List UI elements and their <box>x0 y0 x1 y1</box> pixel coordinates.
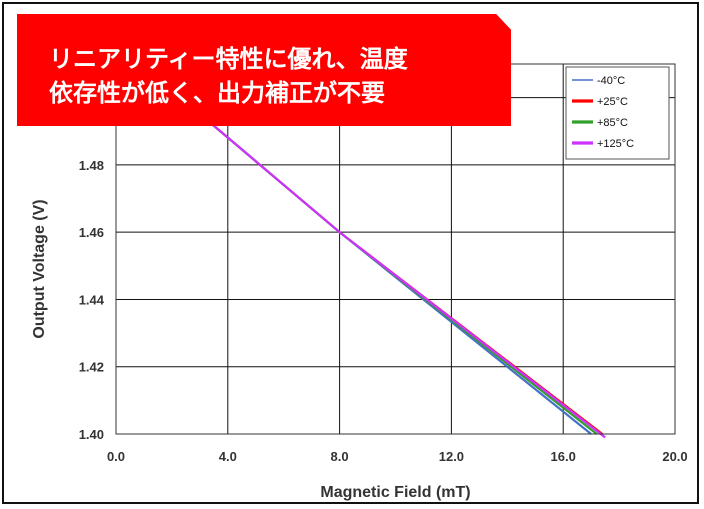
x-tick-label: 12.0 <box>439 449 464 464</box>
feature-banner: リニアリティー特性に優れ、温度 依存性が低く、出力補正が不要 <box>17 14 511 126</box>
series-lines <box>159 79 606 439</box>
y-tick-label: 1.48 <box>79 158 104 173</box>
banner-line-2: 依存性が低く、出力補正が不要 <box>49 79 385 107</box>
series-line-1 <box>159 79 603 435</box>
y-tick-label: 1.46 <box>79 225 104 240</box>
y-tick-label: 1.42 <box>79 360 104 375</box>
legend: -40°C +25°C +85°C +125°C <box>565 66 670 160</box>
series-line-0 <box>159 79 592 435</box>
x-tick-label: 0.0 <box>107 449 125 464</box>
y-tick-label: 1.40 <box>79 427 104 442</box>
legend-label: -40°C <box>597 75 625 87</box>
banner-line-1: リニアリティー特性に優れ、温度 <box>49 45 408 73</box>
x-axis-title: Magnetic Field (mT) <box>320 484 470 501</box>
y-axis-title: Output Voltage (V) <box>31 199 48 338</box>
x-tick-label: 8.0 <box>331 449 349 464</box>
x-tick-label: 20.0 <box>662 449 687 464</box>
series-line-3 <box>159 79 606 439</box>
legend-label: +125°C <box>597 138 634 150</box>
legend-label: +85°C <box>597 117 628 129</box>
legend-label: +25°C <box>597 96 628 108</box>
x-tick-label: 16.0 <box>551 449 576 464</box>
y-tick-label: 1.44 <box>79 292 105 307</box>
x-tick-label: 4.0 <box>219 449 237 464</box>
